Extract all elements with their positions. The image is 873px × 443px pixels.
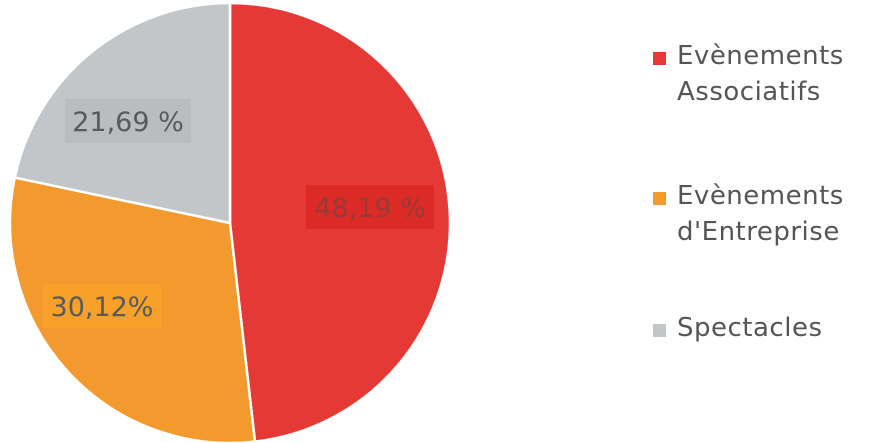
data-label-box-evenements-associatifs <box>306 185 434 229</box>
data-label-box-evenements-entreprise <box>43 284 161 328</box>
legend-label: Spectacles <box>677 313 823 343</box>
data-label-box-spectacles <box>65 99 191 143</box>
legend-item-evenements-entreprise: Evènements d'Entreprise <box>653 178 844 250</box>
legend-item-spectacles: Spectacles <box>653 310 823 346</box>
data-label-evenements-associatifs: 48,19 % <box>314 193 426 224</box>
legend-label: Evènements Associatifs <box>677 41 844 107</box>
data-label-spectacles: 21,69 % <box>72 107 184 138</box>
data-label-evenements-entreprise: 30,12% <box>51 292 154 323</box>
legend-swatch-grey <box>653 324 666 337</box>
legend-swatch-red <box>653 52 666 65</box>
legend-item-evenements-associatifs: Evènements Associatifs <box>653 38 844 110</box>
legend-swatch-orange <box>653 192 666 205</box>
legend-label: Evènements d'Entreprise <box>677 181 844 247</box>
